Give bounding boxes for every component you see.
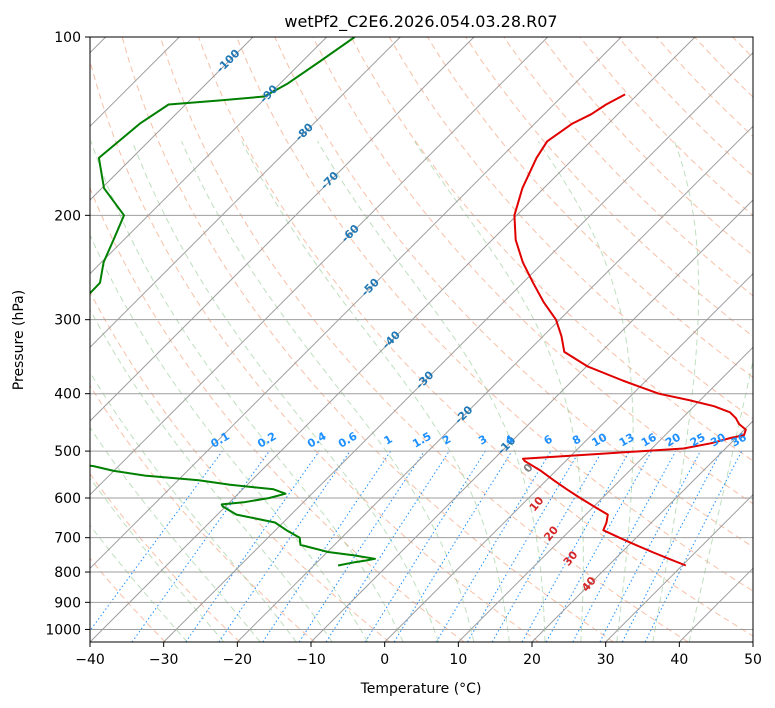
x-tick-label: 10 xyxy=(449,652,467,668)
dry-adiabat xyxy=(121,37,614,642)
x-tick-label: 30 xyxy=(597,652,615,668)
mixing-ratio-line xyxy=(644,450,743,642)
plot-background xyxy=(90,37,753,642)
chart-title: wetPf2_C2E6.2026.054.03.28.R07 xyxy=(284,12,557,32)
x-tick-label: 40 xyxy=(670,652,688,668)
x-axis: −40 −30 −20 −10 0 10 20 30 40 50 xyxy=(75,642,762,668)
dry-adiabat xyxy=(90,59,540,642)
dewpoint-profile xyxy=(90,37,376,567)
y-tick-label: 200 xyxy=(54,208,81,224)
mixing-ratio-line xyxy=(325,450,450,642)
mixing-ratio-line xyxy=(521,450,630,642)
dry-adiabat xyxy=(388,37,753,420)
isotherm xyxy=(236,125,753,642)
profile-lines xyxy=(90,37,747,567)
isotherm xyxy=(90,37,549,496)
mixing-ratio-line xyxy=(572,450,677,642)
dry-adiabat xyxy=(90,186,465,642)
y-tick-label: 600 xyxy=(54,491,81,507)
mixing-ratio-line xyxy=(131,450,270,642)
y-tick-label: 300 xyxy=(54,313,81,329)
dry-adiabat xyxy=(274,37,753,548)
dry-adiabat xyxy=(503,37,753,297)
y-tick-label: 500 xyxy=(54,444,81,460)
grid-lines xyxy=(90,37,753,642)
x-tick-label: 0 xyxy=(380,652,389,668)
x-tick-label: −20 xyxy=(223,652,253,668)
isotherm xyxy=(752,641,753,642)
y-tick-label: 1000 xyxy=(45,622,81,638)
isotherm xyxy=(90,37,401,349)
mixing-ratio-line xyxy=(545,450,653,642)
isotherm xyxy=(90,37,328,275)
dry-adiabat xyxy=(426,37,753,378)
y-axis-label: Pressure (hPa) xyxy=(11,290,27,390)
y-tick-label: 400 xyxy=(54,387,81,403)
y-tick-label: 700 xyxy=(54,531,81,547)
x-tick-label: −30 xyxy=(149,652,179,668)
isotherm xyxy=(90,37,696,642)
dry-adiabat xyxy=(90,472,241,642)
x-tick-label: −40 xyxy=(75,652,105,668)
dry-adiabat xyxy=(771,37,775,642)
mixing-ratio-line xyxy=(262,450,392,642)
isotherm xyxy=(310,199,753,642)
isotherm xyxy=(384,272,753,642)
dry-adiabat xyxy=(90,291,390,642)
mixing-ratio-line xyxy=(393,450,513,642)
dry-adiabat xyxy=(350,37,753,462)
isotherm xyxy=(163,51,753,642)
y-tick-label: 900 xyxy=(54,595,81,611)
dry-adiabat xyxy=(236,37,753,592)
temperature-profile xyxy=(513,93,747,567)
isotherm xyxy=(605,493,753,642)
mixing-ratio-line xyxy=(218,450,351,642)
isotherm xyxy=(90,37,254,201)
y-axis: 1000 900 800 700 600 500 400 300 200 100 xyxy=(45,30,90,638)
isotherm xyxy=(457,346,753,642)
dry-adiabat xyxy=(159,37,689,642)
isotherm xyxy=(90,37,622,570)
dry-adiabat xyxy=(312,37,753,505)
x-tick-label: 50 xyxy=(744,652,762,668)
y-tick-label: 100 xyxy=(54,30,81,46)
y-tick-label: 800 xyxy=(54,565,81,581)
x-tick-label: 20 xyxy=(523,652,541,668)
x-axis-label: Temperature (°C) xyxy=(360,681,482,697)
x-tick-label: −10 xyxy=(296,652,326,668)
mixing-ratio-line xyxy=(185,450,320,642)
isotherm xyxy=(90,37,475,422)
plot-frame xyxy=(89,36,754,643)
isotherm xyxy=(531,420,753,642)
dry-adiabat xyxy=(465,37,753,338)
mixing-ratio-line xyxy=(90,450,223,632)
dry-adiabat xyxy=(90,384,316,642)
